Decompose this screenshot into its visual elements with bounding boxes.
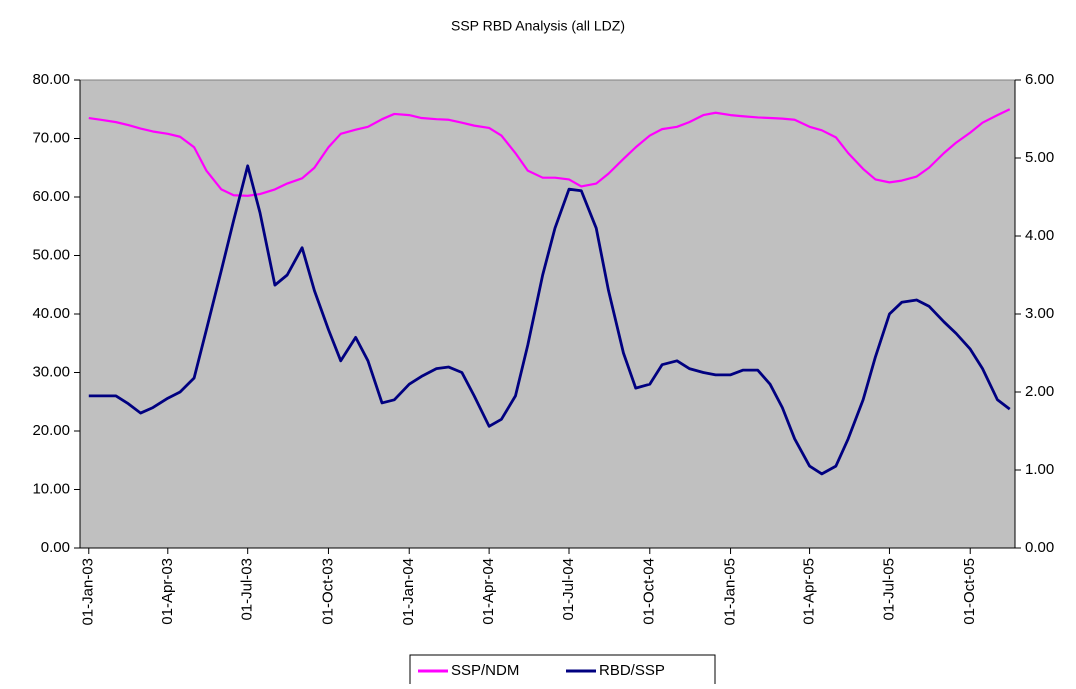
y-tick-label: 60.00 [32, 188, 70, 205]
plot-area [79, 79, 1016, 549]
x-tick-label: 01-Jan-03 [80, 558, 97, 626]
y-tick-label: 40.00 [32, 305, 70, 322]
y-tick-label: 80.00 [32, 71, 70, 88]
x-tick-label: 01-Oct-03 [319, 558, 336, 625]
x-tick-label: 01-Jan-05 [722, 558, 739, 626]
series-line [88, 164, 1011, 476]
y2-tick-label: 0.00 [1025, 539, 1054, 556]
y-tick-label: 50.00 [32, 246, 70, 263]
x-tick-label: 01-Jul-05 [880, 558, 897, 621]
y-tick-label: 0.00 [41, 539, 70, 556]
x-tick-label: 01-Jul-03 [239, 558, 256, 621]
y-tick-label: 10.00 [32, 480, 70, 497]
y2-tick-label: 4.00 [1025, 227, 1054, 244]
y2-tick-label: 6.00 [1025, 71, 1054, 88]
legend-label: RBD/SSP [599, 662, 665, 679]
x-tick-label: 01-Apr-03 [159, 558, 176, 625]
legend: SSP/NDM RBD/SSP [409, 654, 716, 686]
y-tick-label: 30.00 [32, 363, 70, 380]
y2-tick-label: 5.00 [1025, 149, 1054, 166]
x-tick-label: 01-Oct-04 [641, 558, 658, 625]
x-tick-label: 01-Apr-05 [801, 558, 818, 625]
y2-tick-label: 3.00 [1025, 305, 1054, 322]
y-tick-label: 70.00 [32, 129, 70, 146]
x-tick-label: 01-Oct-05 [961, 558, 978, 625]
x-tick-label: 01-Jul-04 [560, 558, 577, 621]
y2-tick-label: 1.00 [1025, 461, 1054, 478]
legend-box [409, 654, 716, 686]
y2-tick-label: 2.00 [1025, 383, 1054, 400]
legend-label: SSP/NDM [451, 662, 519, 679]
x-tick-label: 01-Apr-04 [480, 558, 497, 625]
y-tick-label: 20.00 [32, 422, 70, 439]
chart-title: SSP RBD Analysis (all LDZ) [451, 18, 625, 34]
x-tick-label: 01-Jan-04 [400, 558, 417, 626]
